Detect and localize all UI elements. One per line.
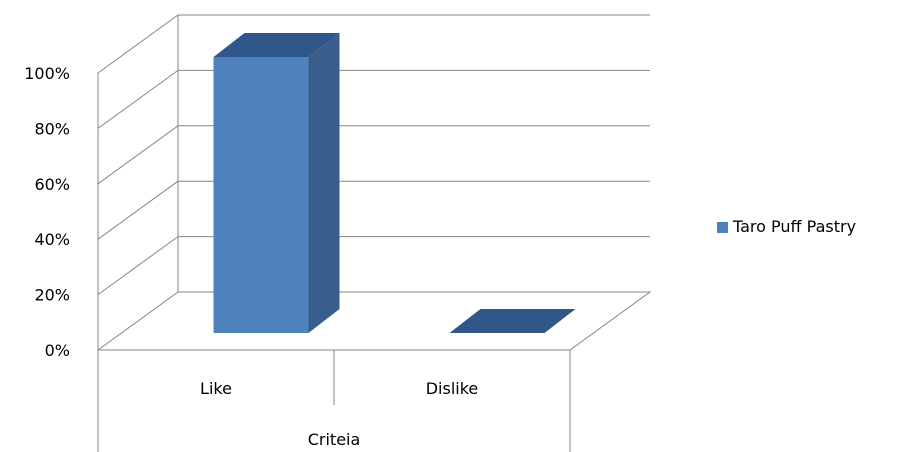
gridline-side	[97, 180, 179, 240]
y-tick-label: 20%	[34, 286, 70, 305]
gridline-side	[97, 14, 179, 74]
legend-swatch	[717, 222, 728, 233]
x-axis-categories: Like Dislike	[200, 379, 478, 398]
y-tick-label: 60%	[34, 175, 70, 194]
bar	[449, 309, 576, 333]
bars	[213, 33, 576, 333]
bar-top	[449, 309, 576, 333]
gridline-side	[97, 125, 179, 185]
gridline-side	[97, 236, 179, 296]
y-tick-label: 0%	[45, 341, 70, 360]
chart-frame	[97, 15, 652, 452]
legend: Taro Puff Pastry	[717, 217, 856, 236]
bar-top	[213, 33, 340, 57]
legend-item-label: Taro Puff Pastry	[732, 217, 856, 236]
y-tick-label: 40%	[34, 230, 70, 249]
bar-front	[213, 57, 309, 333]
y-axis-ticks: 0% 20% 40% 60% 80% 100%	[24, 64, 70, 360]
chart-floor	[97, 291, 652, 351]
bar-side	[308, 33, 340, 333]
gridlines	[97, 14, 650, 296]
gridline-side	[97, 69, 179, 129]
y-tick-label: 100%	[24, 64, 70, 83]
x-tick-label: Like	[200, 379, 232, 398]
x-axis-label: Criteia	[308, 430, 361, 449]
x-tick-label: Dislike	[426, 379, 479, 398]
bar	[213, 33, 340, 333]
y-tick-label: 80%	[34, 119, 70, 138]
